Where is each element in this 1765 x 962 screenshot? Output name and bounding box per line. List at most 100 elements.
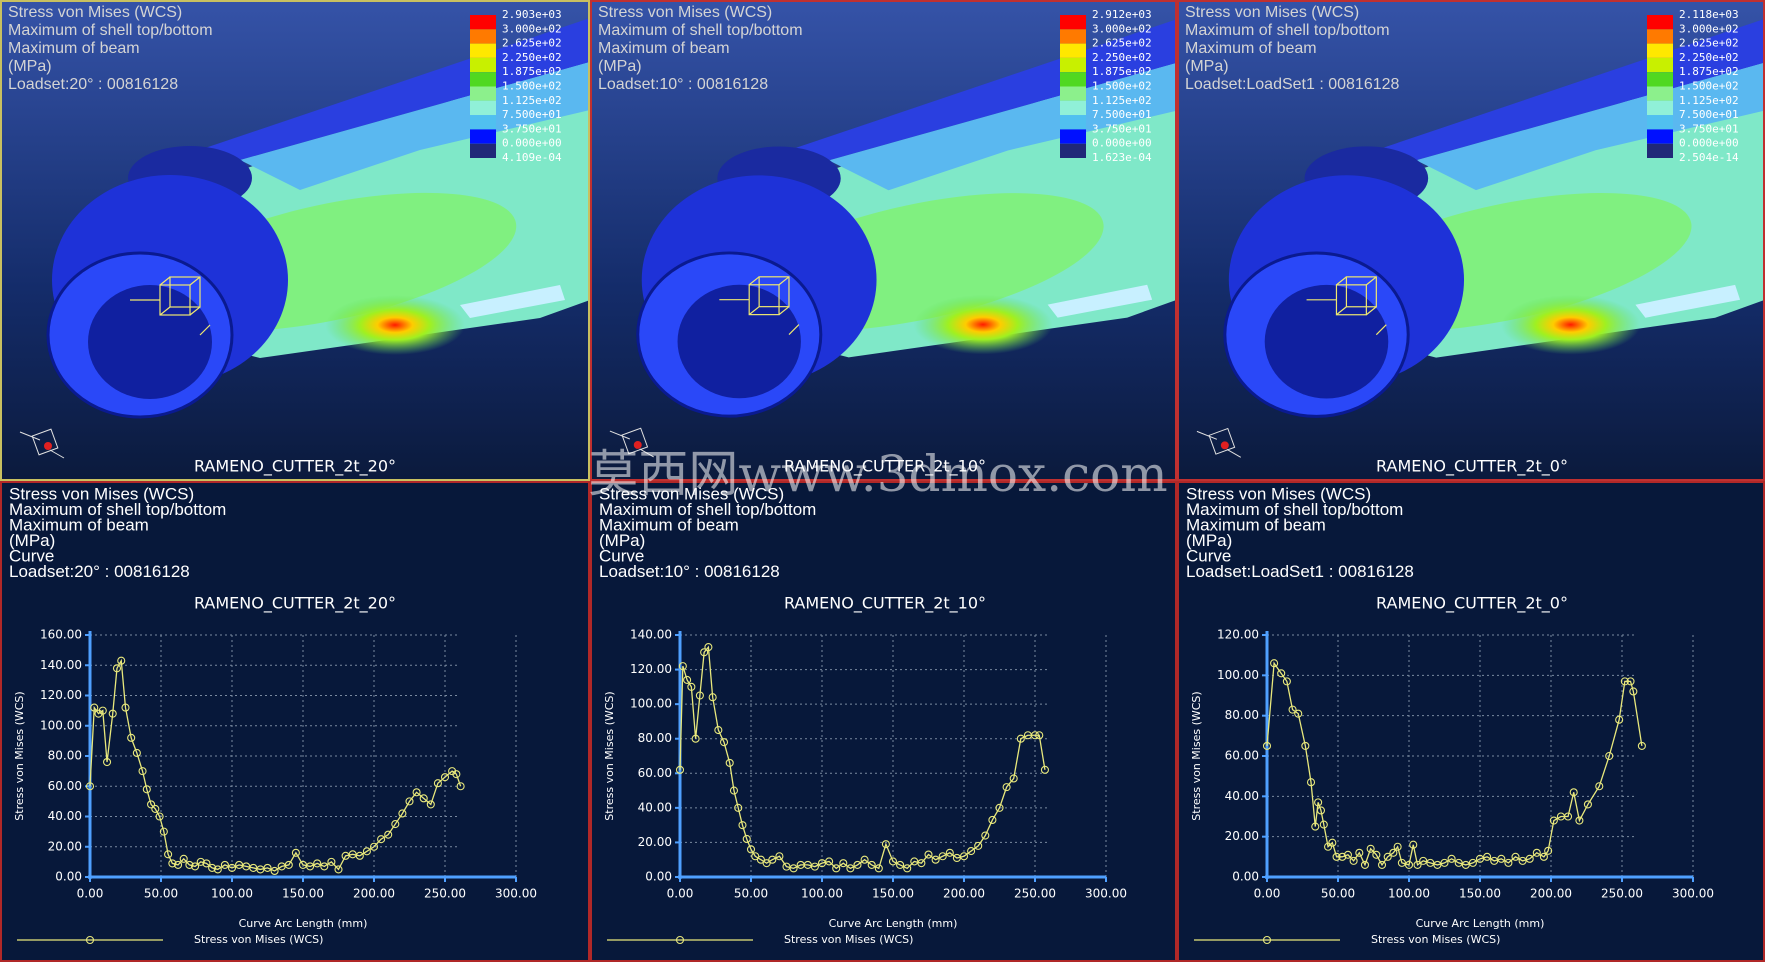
data-point: [1277, 669, 1286, 678]
data-point: [1040, 765, 1049, 774]
data-point: [1383, 852, 1392, 861]
data-point: [888, 857, 898, 866]
chart-header-line: (MPa): [9, 531, 55, 550]
legend-swatch: [1060, 43, 1086, 58]
data-point: [117, 656, 126, 665]
x-tick-label: 250.00: [1014, 887, 1056, 901]
legend-swatch: [1647, 43, 1673, 58]
legend-label: 2.625e+02: [1679, 37, 1739, 50]
chart-header-line: Loadset:20° : 00816128: [9, 562, 190, 581]
data-point: [1605, 751, 1614, 761]
legend-marker: [85, 935, 95, 945]
legend-label: 1.500e+02: [1679, 80, 1739, 93]
view-header-line: Maximum of shell top/bottom: [598, 22, 803, 39]
x-tick-label: 50.00: [734, 887, 768, 901]
view-header-line: Stress von Mises (WCS): [598, 4, 772, 21]
chart-header-line: Curve: [599, 546, 644, 565]
y-tick-label: 120.00: [1217, 628, 1259, 642]
view-header-line: Maximum of shell top/bottom: [1185, 22, 1390, 39]
y-tick-label: 0.00: [55, 870, 82, 884]
legend-label: 2.504e-14: [1679, 151, 1739, 164]
x-tick-label: 100.00: [801, 887, 843, 901]
view-header-line: Stress von Mises (WCS): [1185, 4, 1359, 21]
view-caption: RAMENO_CUTTER_2t_0°: [1376, 457, 1568, 477]
x-tick-label: 300.00: [1672, 887, 1714, 901]
data-point: [675, 765, 685, 774]
data-point: [1413, 860, 1422, 869]
data-point: [1355, 848, 1364, 857]
y-tick-label: 160.00: [40, 628, 82, 642]
data-point: [398, 809, 407, 818]
data-point: [1595, 782, 1604, 791]
data-point: [1324, 842, 1333, 851]
legend-marker: [1262, 935, 1272, 945]
data-point: [405, 797, 414, 806]
data-point: [1314, 798, 1323, 807]
view-header-line: Maximum of beam: [1185, 40, 1317, 57]
data-point: [391, 820, 400, 829]
data-point: [860, 855, 869, 864]
data-point: [164, 850, 173, 859]
data-point: [369, 842, 379, 851]
data-line: [679, 645, 1046, 870]
data-point: [995, 803, 1004, 812]
x-tick-label: 50.00: [144, 887, 178, 901]
data-point: [1301, 741, 1310, 750]
chart-panel: Stress von Mises (WCS)Maximum of shell t…: [0, 481, 590, 962]
legend-label: 1.875e+02: [502, 65, 562, 78]
data-point: [746, 845, 756, 854]
x-tick-label: 100.00: [1388, 887, 1430, 901]
view-header-line: Maximum of beam: [8, 40, 140, 57]
legend-swatch: [1647, 15, 1673, 30]
data-point: [1433, 860, 1442, 869]
chart-background: [0, 481, 590, 962]
chart-header-line: Stress von Mises (WCS): [1186, 484, 1371, 503]
data-point: [377, 835, 386, 844]
legend-label: 1.875e+02: [1679, 65, 1739, 78]
data-point: [1328, 838, 1337, 847]
legend-label: 2.250e+02: [1092, 51, 1152, 64]
legend-label: 0.000e+00: [1092, 137, 1152, 150]
data-point: [1030, 731, 1040, 740]
data-point: [959, 852, 969, 861]
legend-swatch: [1060, 57, 1086, 73]
legend-label: 1.623e-04: [1092, 151, 1152, 164]
legend-label: 3.750e+01: [1092, 122, 1152, 135]
data-point: [151, 804, 160, 813]
data-point: [1294, 709, 1303, 718]
x-tick-label: 300.00: [495, 887, 537, 901]
data-point: [1311, 822, 1320, 831]
data-point: [700, 648, 709, 657]
y-tick-label: 80.00: [48, 749, 82, 763]
data-point: [1426, 858, 1435, 867]
chart-header-line: Loadset:LoadSet1 : 00816128: [1186, 562, 1414, 581]
data-point: [725, 758, 734, 767]
data-point: [1343, 850, 1352, 859]
legend-label: 2.250e+02: [502, 51, 562, 64]
data-point: [1319, 820, 1328, 829]
data-point: [1544, 846, 1553, 855]
y-tick-label: 60.00: [1225, 749, 1259, 763]
chart-background: [1177, 481, 1765, 962]
data-point: [768, 855, 777, 864]
data-point: [695, 691, 704, 700]
chart-header-line: Stress von Mises (WCS): [9, 484, 194, 503]
chart-panel: Stress von Mises (WCS)Maximum of shell t…: [1177, 481, 1765, 962]
data-point: [1002, 783, 1011, 792]
data-point: [168, 859, 177, 868]
data-point: [1511, 852, 1520, 861]
chart-title: RAMENO_CUTTER_2t_10°: [784, 594, 986, 614]
view-header-line: (MPa): [598, 58, 642, 75]
y-axis-label: Stress von Mises (WCS): [1190, 691, 1203, 820]
legend-label: Stress von Mises (WCS): [1371, 933, 1500, 946]
x-tick-label: 150.00: [1459, 887, 1501, 901]
chart-header-line: Maximum of beam: [599, 515, 739, 534]
chart-header-line: Maximum of beam: [1186, 515, 1326, 534]
data-point: [734, 803, 743, 812]
x-axis-label: Curve Arc Length (mm): [1416, 917, 1545, 930]
data-point: [917, 859, 926, 868]
legend-label: 3.000e+02: [502, 22, 562, 35]
data-point: [1389, 848, 1398, 857]
legend-swatch: [1647, 129, 1673, 144]
